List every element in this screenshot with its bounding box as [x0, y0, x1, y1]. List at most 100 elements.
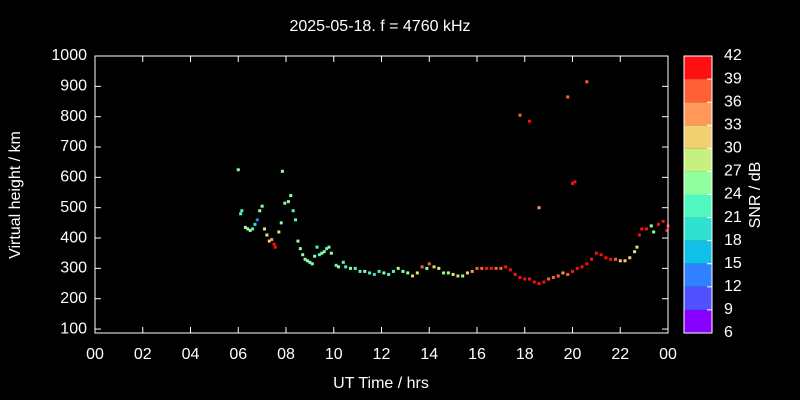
colorbar-band: [684, 79, 712, 103]
colorbar-tick-label: 30: [724, 140, 742, 157]
point: [387, 272, 391, 276]
point: [618, 259, 622, 263]
point: [258, 209, 262, 213]
point: [470, 269, 474, 273]
point: [273, 245, 277, 249]
point: [313, 254, 317, 258]
point: [337, 265, 341, 269]
point: [396, 266, 400, 270]
point: [480, 266, 484, 270]
colorbar-tick-label: 12: [724, 278, 742, 295]
point: [523, 277, 527, 281]
point: [566, 95, 570, 99]
point: [504, 265, 508, 269]
x-tick-label: 08: [277, 346, 295, 363]
point: [556, 274, 560, 278]
point: [255, 218, 259, 222]
point: [652, 230, 656, 234]
point: [329, 251, 333, 255]
point: [270, 238, 274, 242]
point: [411, 274, 415, 278]
point: [494, 266, 498, 270]
colorbar-band: [684, 286, 712, 310]
point: [571, 269, 574, 273]
point: [253, 222, 257, 226]
point: [353, 266, 357, 270]
colorbar-tick-label: 24: [724, 186, 742, 203]
y-axis-label: Virtual height / km: [7, 131, 24, 259]
colorbar-tick-label: 42: [724, 47, 742, 64]
colorbar-tick-label: 39: [724, 70, 742, 87]
point: [348, 266, 352, 270]
point: [661, 219, 665, 223]
point: [633, 250, 637, 254]
colorbar-band: [684, 102, 712, 126]
y-tick-label: 600: [60, 169, 87, 186]
point: [465, 271, 469, 275]
point: [432, 265, 436, 269]
y-tick-label: 1000: [51, 47, 87, 64]
point: [317, 253, 321, 257]
point: [294, 218, 298, 222]
point: [499, 266, 503, 270]
point: [420, 265, 424, 269]
point: [291, 209, 295, 213]
point: [315, 245, 319, 249]
point: [260, 204, 264, 208]
colorbar-tick-label: 6: [724, 324, 733, 341]
point: [308, 260, 312, 264]
point: [437, 266, 441, 270]
point: [640, 227, 644, 231]
point: [358, 269, 362, 273]
point: [461, 274, 465, 278]
colorbar-band: [684, 171, 712, 195]
colorbar-label: SNR / dB: [747, 162, 764, 229]
point: [279, 221, 283, 225]
chart-title: 2025-05-18. f = 4760 kHz: [289, 18, 470, 35]
point: [585, 80, 589, 84]
point: [263, 227, 267, 231]
point: [283, 201, 287, 205]
x-tick-label: 22: [611, 346, 629, 363]
point: [645, 227, 649, 231]
point: [489, 266, 493, 270]
point: [267, 239, 271, 243]
point: [289, 194, 293, 198]
point: [251, 227, 255, 231]
point: [518, 275, 522, 279]
point: [537, 282, 541, 286]
colorbar-band: [684, 309, 712, 333]
x-tick-label: 06: [229, 346, 247, 363]
x-tick-label: 18: [516, 346, 534, 363]
colorbar-band: [684, 125, 712, 149]
point: [561, 271, 565, 275]
point: [272, 242, 276, 246]
point: [277, 230, 281, 234]
point: [547, 277, 551, 281]
point: [590, 257, 594, 261]
y-tick-label: 400: [60, 229, 87, 246]
colorbar-tick-label: 33: [724, 116, 742, 133]
point: [446, 271, 450, 275]
point: [303, 257, 307, 261]
point: [456, 274, 460, 278]
point: [296, 239, 300, 243]
point: [609, 257, 613, 261]
point: [575, 266, 579, 270]
colorbar-band: [684, 263, 712, 287]
point: [305, 259, 309, 263]
point: [566, 272, 570, 276]
point: [599, 253, 603, 257]
point: [637, 233, 641, 237]
point: [542, 280, 546, 284]
point: [532, 280, 536, 284]
point: [442, 271, 446, 275]
point: [377, 269, 381, 273]
x-tick-label: 10: [325, 346, 343, 363]
colorbar-band: [684, 240, 712, 264]
point: [594, 251, 598, 255]
colorbar-band: [684, 148, 712, 172]
x-tick-label: 00: [659, 346, 677, 363]
point: [571, 181, 574, 185]
